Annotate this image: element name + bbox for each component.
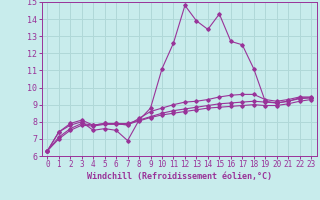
X-axis label: Windchill (Refroidissement éolien,°C): Windchill (Refroidissement éolien,°C) (87, 172, 272, 181)
